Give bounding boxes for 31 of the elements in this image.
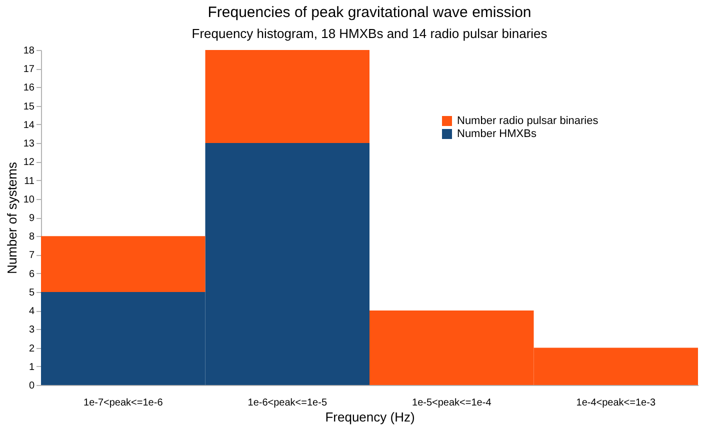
y-tick-label: 12: [23, 157, 35, 168]
x-tick-label: 1e-5<peak<=1e-4: [412, 398, 492, 408]
y-tick-label: 0: [28, 380, 35, 392]
y-tick-label: 2: [28, 343, 35, 354]
y-tick-label: 1: [28, 362, 35, 373]
y-tick-label: 11: [24, 176, 35, 187]
y-tick-label: 9: [28, 213, 35, 224]
y-tick-label: 7: [28, 250, 35, 262]
bar: [41, 236, 206, 292]
y-tick-label: 14: [23, 120, 35, 131]
y-tick-label: 3: [28, 324, 35, 336]
y-tick-label: 4: [28, 306, 35, 318]
legend-label: Number HMXBs: [457, 128, 537, 140]
y-axis-title: Number of systems: [4, 162, 20, 274]
chart-subtitle: Frequency histogram, 18 HMXBs and 14 radio pulsar binaries: [192, 26, 548, 41]
y-tick-label: 5: [28, 287, 35, 298]
x-axis-title: Frequency (Hz): [325, 410, 415, 424]
y-tick-label: 8: [28, 232, 35, 243]
y-tick-label: 13: [23, 138, 35, 150]
bar: [205, 50, 370, 144]
y-tick-label: 18: [23, 46, 35, 56]
y-tick-label: 6: [28, 268, 35, 280]
x-tick-label: 1e-4<peak<=1e-3: [576, 398, 656, 408]
legend-label: Number radio pulsar binaries: [457, 115, 599, 127]
y-tick-label: 15: [23, 101, 35, 112]
x-tick-label: 1e-6<peak<=1e-5: [248, 398, 328, 408]
x-tick-label: 1e-7<peak<=1e-6: [84, 398, 164, 408]
y-tick-label: 10: [23, 194, 35, 206]
y-tick-label: 17: [23, 64, 35, 76]
chart-title: Frequencies of peak gravitational wave emission: [208, 4, 532, 21]
y-tick-label: 16: [23, 82, 35, 94]
